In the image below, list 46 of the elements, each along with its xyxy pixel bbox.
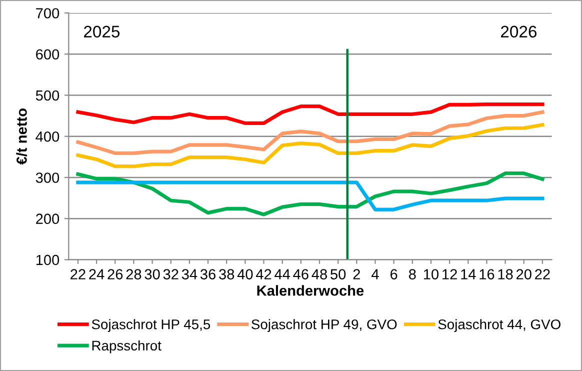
line-series: [76, 102, 544, 125]
legend-label: Sojaschrot HP 49, GVO: [252, 319, 397, 332]
x-tick-label: 40: [237, 269, 253, 280]
x-tick-label: 4: [372, 269, 379, 280]
line-series: [76, 123, 544, 168]
x-tick-label: 24: [89, 269, 104, 280]
x-tick-label: 14: [461, 269, 476, 280]
x-tick-label: 2: [353, 269, 360, 280]
x-tick-label: 22: [535, 269, 550, 280]
annotation: 2026: [501, 26, 537, 38]
x-tick-label: 46: [293, 269, 308, 280]
x-tick-label: 48: [312, 269, 327, 280]
legend-label: Rapsschrot: [92, 340, 162, 354]
y-axis-title: €/t netto: [16, 108, 28, 165]
x-tick-label: 26: [108, 269, 123, 280]
y-tick-label: 200: [36, 214, 60, 224]
x-tick-label: 42: [256, 269, 272, 280]
x-tick-label: 18: [498, 269, 513, 280]
y-tick-label: 100: [36, 254, 60, 266]
x-tick-label: 8: [408, 269, 416, 280]
x-tick-label: 34: [182, 269, 198, 280]
y-tick-label: 400: [36, 131, 60, 142]
line-series: [76, 180, 544, 212]
line-series: [76, 110, 544, 156]
y-tick-label: 500: [36, 90, 60, 101]
x-tick-label: 32: [163, 269, 178, 280]
legend-label: Sojaschrot HP 45,5: [92, 319, 210, 332]
x-tick-label: 20: [516, 269, 532, 280]
line-series: [76, 172, 544, 216]
x-tick-label: 22: [70, 269, 86, 280]
legend-label: Sojaschrot 44, GVO: [438, 319, 560, 332]
y-tick-label: 700: [36, 8, 60, 18]
x-tick-label: 6: [390, 269, 398, 280]
x-tick-label: 36: [200, 269, 216, 280]
x-tick-label: 16: [480, 269, 494, 280]
x-tick-label: 12: [442, 269, 457, 280]
x-tick-label: 30: [144, 269, 160, 280]
y-tick-label: 600: [36, 49, 60, 60]
x-tick-label: 10: [424, 269, 439, 280]
x-tick-label: 38: [219, 269, 234, 280]
y-tick-label: 300: [36, 172, 60, 183]
x-tick-label: 50: [330, 269, 346, 280]
x-tick-label: 44: [274, 269, 290, 280]
annotation: 2025: [84, 26, 120, 38]
x-axis-title: Kalenderwoche: [257, 285, 364, 296]
x-tick-label: 28: [126, 269, 142, 280]
